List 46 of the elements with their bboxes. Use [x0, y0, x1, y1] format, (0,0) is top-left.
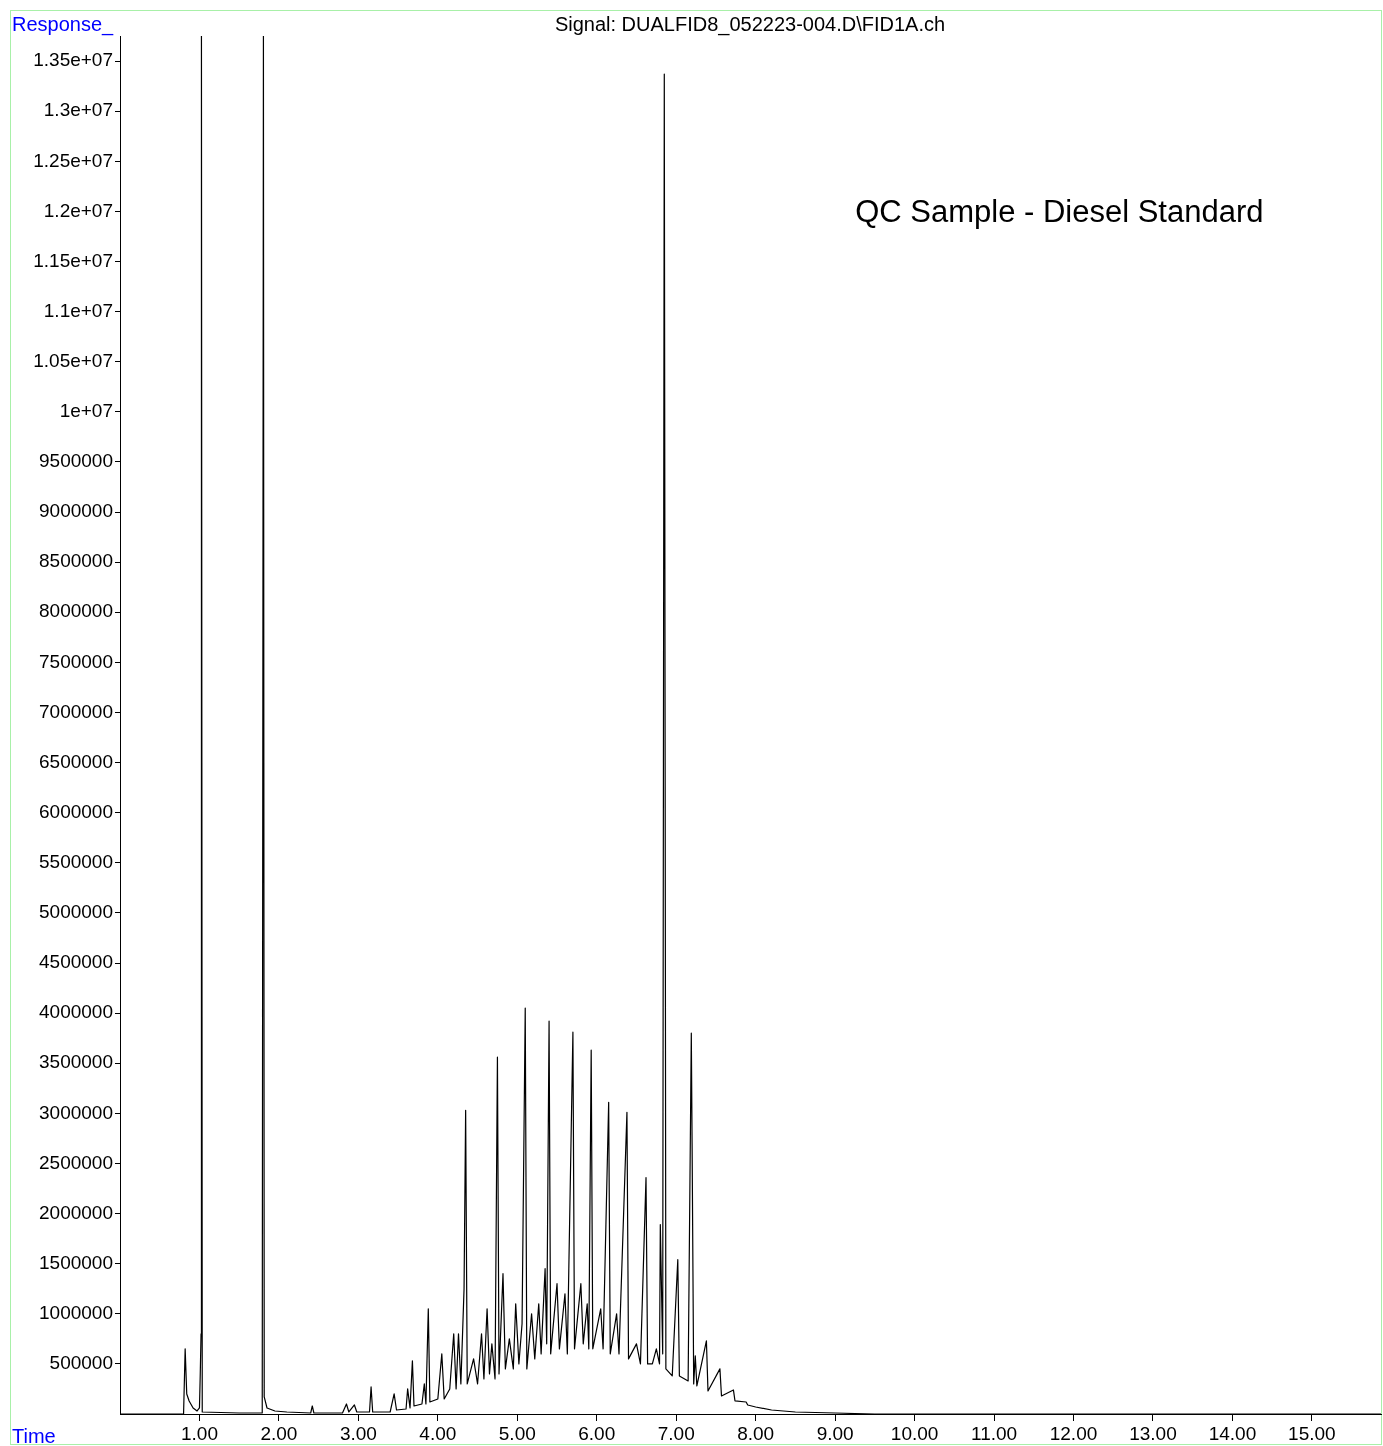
- x-tick-label: 9.00: [816, 1422, 854, 1444]
- chart-title: Signal: DUALFID8_052223-004.D\FID1A.ch: [554, 13, 946, 36]
- y-tick-label: 2500000: [39, 1151, 113, 1173]
- x-tick-label: 7.00: [657, 1422, 695, 1444]
- y-tick-label: 1.25e+07: [33, 149, 113, 171]
- y-tick-label: 1.1e+07: [43, 299, 113, 321]
- y-tick-label: 8500000: [39, 550, 113, 572]
- y-tick-label: 3000000: [39, 1101, 113, 1123]
- y-tick-label: 1.35e+07: [33, 49, 113, 71]
- x-tick-label: 2.00: [260, 1422, 298, 1444]
- y-axis-title: Response_: [12, 13, 115, 36]
- y-tick-label: 7000000: [39, 700, 113, 722]
- y-tick-label: 8000000: [39, 600, 113, 622]
- x-tick-label: 15.00: [1288, 1422, 1336, 1444]
- y-tick-label: 4000000: [39, 1001, 113, 1023]
- x-tick-label: 13.00: [1129, 1422, 1177, 1444]
- y-tick-label: 1000000: [39, 1302, 113, 1324]
- x-tick-label: 5.00: [498, 1422, 536, 1444]
- y-tick-label: 5500000: [39, 851, 113, 873]
- y-tick-label: 1.3e+07: [43, 99, 113, 121]
- y-tick-label: 6000000: [39, 800, 113, 822]
- x-tick-label: 8.00: [737, 1422, 775, 1444]
- y-tick-label: 1500000: [39, 1251, 113, 1273]
- y-tick-label: 7500000: [39, 650, 113, 672]
- y-tick-label: 5000000: [39, 901, 113, 923]
- y-tick-label: 1.05e+07: [33, 349, 113, 371]
- y-tick-label: 500000: [49, 1352, 113, 1374]
- y-tick-label: 9000000: [39, 500, 113, 522]
- x-axis-title: Time: [12, 1425, 56, 1446]
- y-tick-label: 9500000: [39, 450, 113, 472]
- annotation: QC Sample - Diesel Standard: [855, 194, 1264, 229]
- x-tick-label: 1.00: [180, 1422, 218, 1444]
- y-tick-label: 3500000: [39, 1051, 113, 1073]
- x-tick-label: 10.00: [890, 1422, 939, 1444]
- y-tick-label: 1.2e+07: [43, 199, 113, 221]
- y-tick-label: 2000000: [39, 1201, 113, 1223]
- y-tick-label: 1e+07: [59, 400, 113, 422]
- x-tick-label: 6.00: [578, 1422, 616, 1444]
- y-tick-label: 6500000: [39, 750, 113, 772]
- y-tick-label: 4500000: [39, 951, 113, 973]
- x-tick-label: 14.00: [1208, 1422, 1257, 1444]
- x-tick-label: 11.00: [970, 1422, 1018, 1444]
- x-tick-label: 12.00: [1049, 1422, 1098, 1444]
- y-tick-label: 1.15e+07: [33, 249, 113, 271]
- x-tick-label: 3.00: [339, 1422, 377, 1444]
- x-tick-label: 4.00: [419, 1422, 457, 1444]
